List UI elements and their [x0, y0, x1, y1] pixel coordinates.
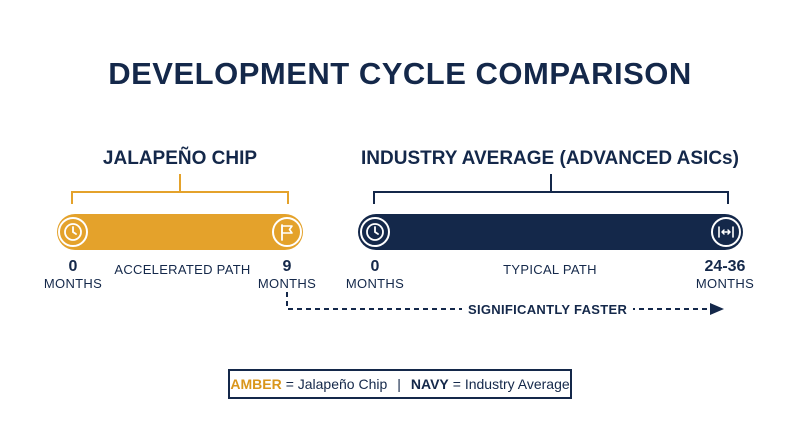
legend: AMBER = Jalapeño Chip | NAVY = Industry … [228, 369, 572, 399]
comparison-label: SIGNIFICANTLY FASTER [462, 302, 634, 317]
legend-amber-text: = Jalapeño Chip [285, 376, 388, 392]
legend-navy-key: NAVY [410, 376, 449, 392]
clock-icon [366, 223, 384, 241]
industry-timeline-bar [358, 214, 743, 250]
jalapeno-start-cap [58, 217, 88, 247]
clock-icon [64, 223, 82, 241]
jalapeno-start-value: 0 [68, 258, 78, 275]
industry-heading: INDUSTRY AVERAGE (ADVANCED ASICs) [361, 148, 739, 169]
industry-end-cap [711, 217, 741, 247]
jalapeno-end-unit: MONTHS [257, 276, 317, 291]
jalapeno-heading: JALAPEÑO CHIP [102, 148, 258, 169]
industry-end-unit: MONTHS [695, 276, 755, 291]
industry-path-label: TYPICAL PATH [503, 262, 597, 277]
industry-bracket [373, 174, 729, 204]
industry-start-value: 0 [370, 258, 380, 275]
industry-end-value: 24-36 [704, 258, 746, 275]
range-arrows-icon [718, 226, 734, 238]
industry-start-unit: MONTHS [345, 276, 405, 291]
jalapeno-end-cap [272, 217, 302, 247]
jalapeno-start-unit: MONTHS [43, 276, 103, 291]
legend-separator: | [397, 376, 401, 392]
page-title: DEVELOPMENT CYCLE COMPARISON [108, 56, 692, 91]
jalapeno-timeline-bar [57, 214, 303, 250]
legend-navy-text: = Industry Average [452, 376, 570, 392]
jalapeno-path-label: ACCELERATED PATH [114, 262, 251, 277]
industry-start-cap [360, 217, 390, 247]
jalapeno-end-value: 9 [282, 258, 292, 275]
legend-amber-key: AMBER [230, 376, 282, 392]
jalapeno-bracket [71, 174, 289, 204]
flag-icon [281, 224, 293, 241]
